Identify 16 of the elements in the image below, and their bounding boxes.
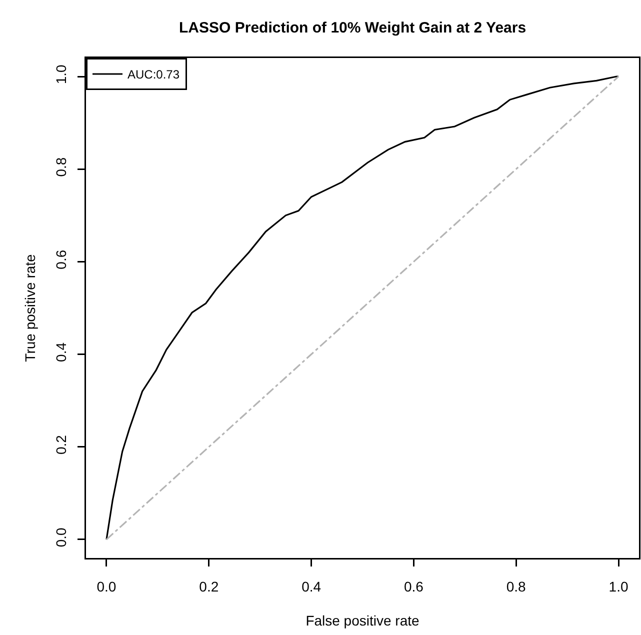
y-tick-label: 0.6 [52,250,69,270]
y-axis-title: True positive rate [22,254,38,362]
x-tick-label: 1.0 [608,578,628,594]
x-tick-label: 0.8 [506,578,526,594]
y-tick-label: 0.4 [52,342,69,362]
legend-label: AUC:0.73 [128,68,180,82]
chart-title: LASSO Prediction of 10% Weight Gain at 2 Years [179,20,526,37]
x-tick-label: 0.0 [96,578,116,594]
x-axis-title: False positive rate [306,612,420,628]
y-tick-label: 0.8 [52,157,69,177]
y-tick-label: 0.0 [52,527,69,548]
x-tick-label: 0.2 [199,578,219,594]
x-tick-label: 0.6 [404,578,424,594]
x-tick-label: 0.4 [302,578,322,594]
y-tick-label: 1.0 [52,64,69,84]
y-tick-label: 0.2 [52,434,69,455]
